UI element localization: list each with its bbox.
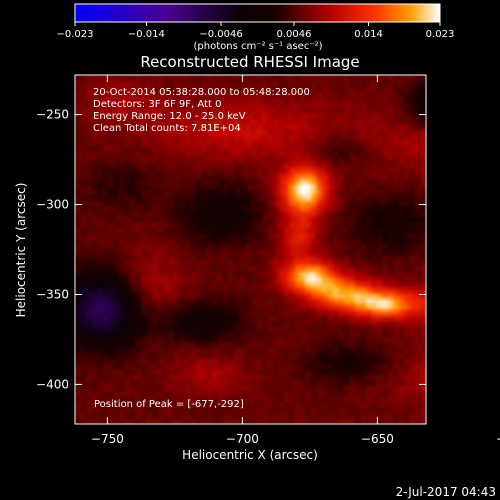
annotation-time-range: 20-Oct-2014 05:38:28.000 to 05:48:28.000	[93, 87, 310, 98]
y-tick-label: −250	[36, 108, 69, 122]
heatmap-image	[75, 75, 426, 424]
y-tick-label: −350	[36, 287, 69, 301]
colorbar-tick-label: −0.014	[128, 29, 165, 40]
plot-frame	[74, 74, 427, 425]
y-axis-ticks: −250 −300 −350 −400	[36, 108, 426, 391]
annotation-block: 20-Oct-2014 05:38:28.000 to 05:48:28.000…	[93, 87, 310, 134]
colorbar: −0.023 −0.014 −0.0046 0.0046 0.014 0.023 (pho…	[56, 3, 454, 52]
y-tick-label: −400	[36, 377, 69, 391]
y-axis-label: Heliocentric Y (arcsec)	[14, 183, 28, 318]
peak-position-label: Position of Peak = [-677,-292]	[94, 399, 244, 410]
colorbar-ticks: −0.023 −0.014 −0.0046 0.0046 0.014 0.023	[56, 22, 454, 40]
annotation-clean-counts: Clean Total counts: 7.81E+04	[93, 123, 241, 134]
x-tick-label: −650	[361, 432, 394, 446]
y-tick-label: −300	[36, 198, 69, 212]
x-axis-ticks: −750 −700 −650 −600	[91, 75, 500, 446]
annotation-energy-range: Energy Range: 12.0 - 25.0 keV	[93, 111, 246, 122]
colorbar-tick-label: 0.023	[426, 29, 455, 40]
colorbar-tick-label: 0.0046	[277, 29, 312, 40]
x-tick-label: −600	[496, 432, 500, 446]
colorbar-unit-label: (photons cm⁻² s⁻¹ asec⁻²)	[193, 41, 322, 52]
footer-timestamp: 2-Jul-2017 04:43	[396, 485, 496, 499]
x-axis-label: Heliocentric X (arcsec)	[182, 448, 318, 462]
annotation-detectors: Detectors: 3F 6F 9F, Att 0	[93, 99, 221, 110]
x-tick-label: −700	[226, 432, 259, 446]
colorbar-tick-label: −0.023	[56, 29, 93, 40]
colorbar-tick-label: 0.014	[354, 29, 383, 40]
x-tick-label: −750	[91, 432, 124, 446]
colorbar-tick-label: −0.0046	[199, 29, 242, 40]
chart-title: Reconstructed RHESSI Image	[140, 53, 359, 71]
colorbar-gradient	[74, 3, 441, 23]
